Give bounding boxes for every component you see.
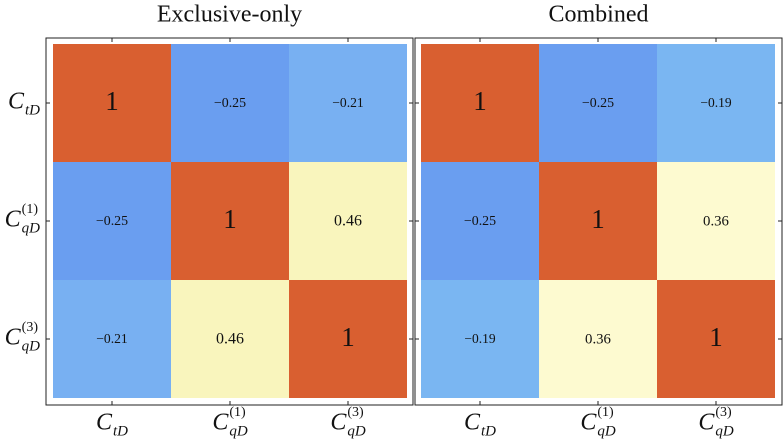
heatmap-cell: [171, 280, 289, 398]
cell-label: −0.21: [332, 95, 364, 110]
cell-label: 1: [341, 322, 355, 352]
cell-label: 1: [223, 204, 237, 234]
heatmap-cell: [289, 162, 407, 280]
label-base: C: [8, 89, 25, 115]
label-sub: qD: [22, 338, 41, 354]
heatmap-cell: [657, 44, 775, 162]
label-sub: tD: [481, 423, 496, 439]
cell-label: 1: [473, 86, 487, 116]
heatmap-cell: [657, 162, 775, 280]
heatmap-cell: [657, 280, 775, 398]
label-sup: (1): [229, 405, 246, 420]
chart-title: Combined: [549, 2, 649, 28]
label-sub: tD: [25, 102, 40, 118]
cell-label: 0.46: [334, 213, 362, 230]
label-sup: (3): [715, 405, 732, 420]
heatmap-cell: [539, 44, 657, 162]
label-sub: tD: [113, 423, 128, 439]
heatmap-cell: [421, 280, 539, 398]
cell-label: 0.46: [216, 331, 244, 348]
heatmap-cell: [171, 44, 289, 162]
label-sup: (1): [597, 405, 614, 420]
label-base: C: [5, 207, 22, 233]
label-sup: (1): [22, 202, 39, 217]
heatmap-cell: [53, 162, 171, 280]
cell-label: 1: [709, 322, 723, 352]
label-sub: qD: [715, 423, 734, 439]
cell-label: 1: [105, 86, 119, 116]
heatmap-cell: [289, 44, 407, 162]
label-sub: qD: [597, 423, 616, 439]
heatmap-cell: [539, 280, 657, 398]
label-sub: qD: [347, 423, 366, 439]
label-sub: qD: [22, 220, 41, 236]
heatmap-cell: [289, 280, 407, 398]
heatmap-cell: [171, 162, 289, 280]
heatmap-cell: [53, 280, 171, 398]
label-sup: (3): [22, 320, 39, 335]
cell-label: 0.36: [703, 213, 729, 229]
heatmap-cell: [421, 44, 539, 162]
label-sub: qD: [229, 423, 248, 439]
cell-label: −0.19: [464, 331, 495, 346]
cell-label: −0.19: [700, 95, 731, 110]
heatmap-cell: [539, 162, 657, 280]
heatmap-cell: [421, 162, 539, 280]
label-base: C: [698, 410, 715, 436]
label-base: C: [96, 410, 113, 436]
cell-label: −0.25: [214, 96, 246, 111]
label-base: C: [464, 410, 481, 436]
label-sup: (3): [347, 405, 364, 420]
chart-title: Exclusive-only: [157, 2, 302, 28]
cell-label: 1: [591, 204, 605, 234]
cell-label: −0.25: [464, 214, 496, 229]
cell-label: −0.25: [582, 96, 614, 111]
label-base: C: [212, 410, 229, 436]
cell-label: −0.21: [96, 331, 128, 346]
cell-label: 0.36: [585, 331, 611, 347]
label-base: C: [330, 410, 347, 436]
heatmap-cell: [53, 44, 171, 162]
label-base: C: [5, 325, 22, 351]
cell-label: −0.25: [96, 214, 128, 229]
label-base: C: [580, 410, 597, 436]
